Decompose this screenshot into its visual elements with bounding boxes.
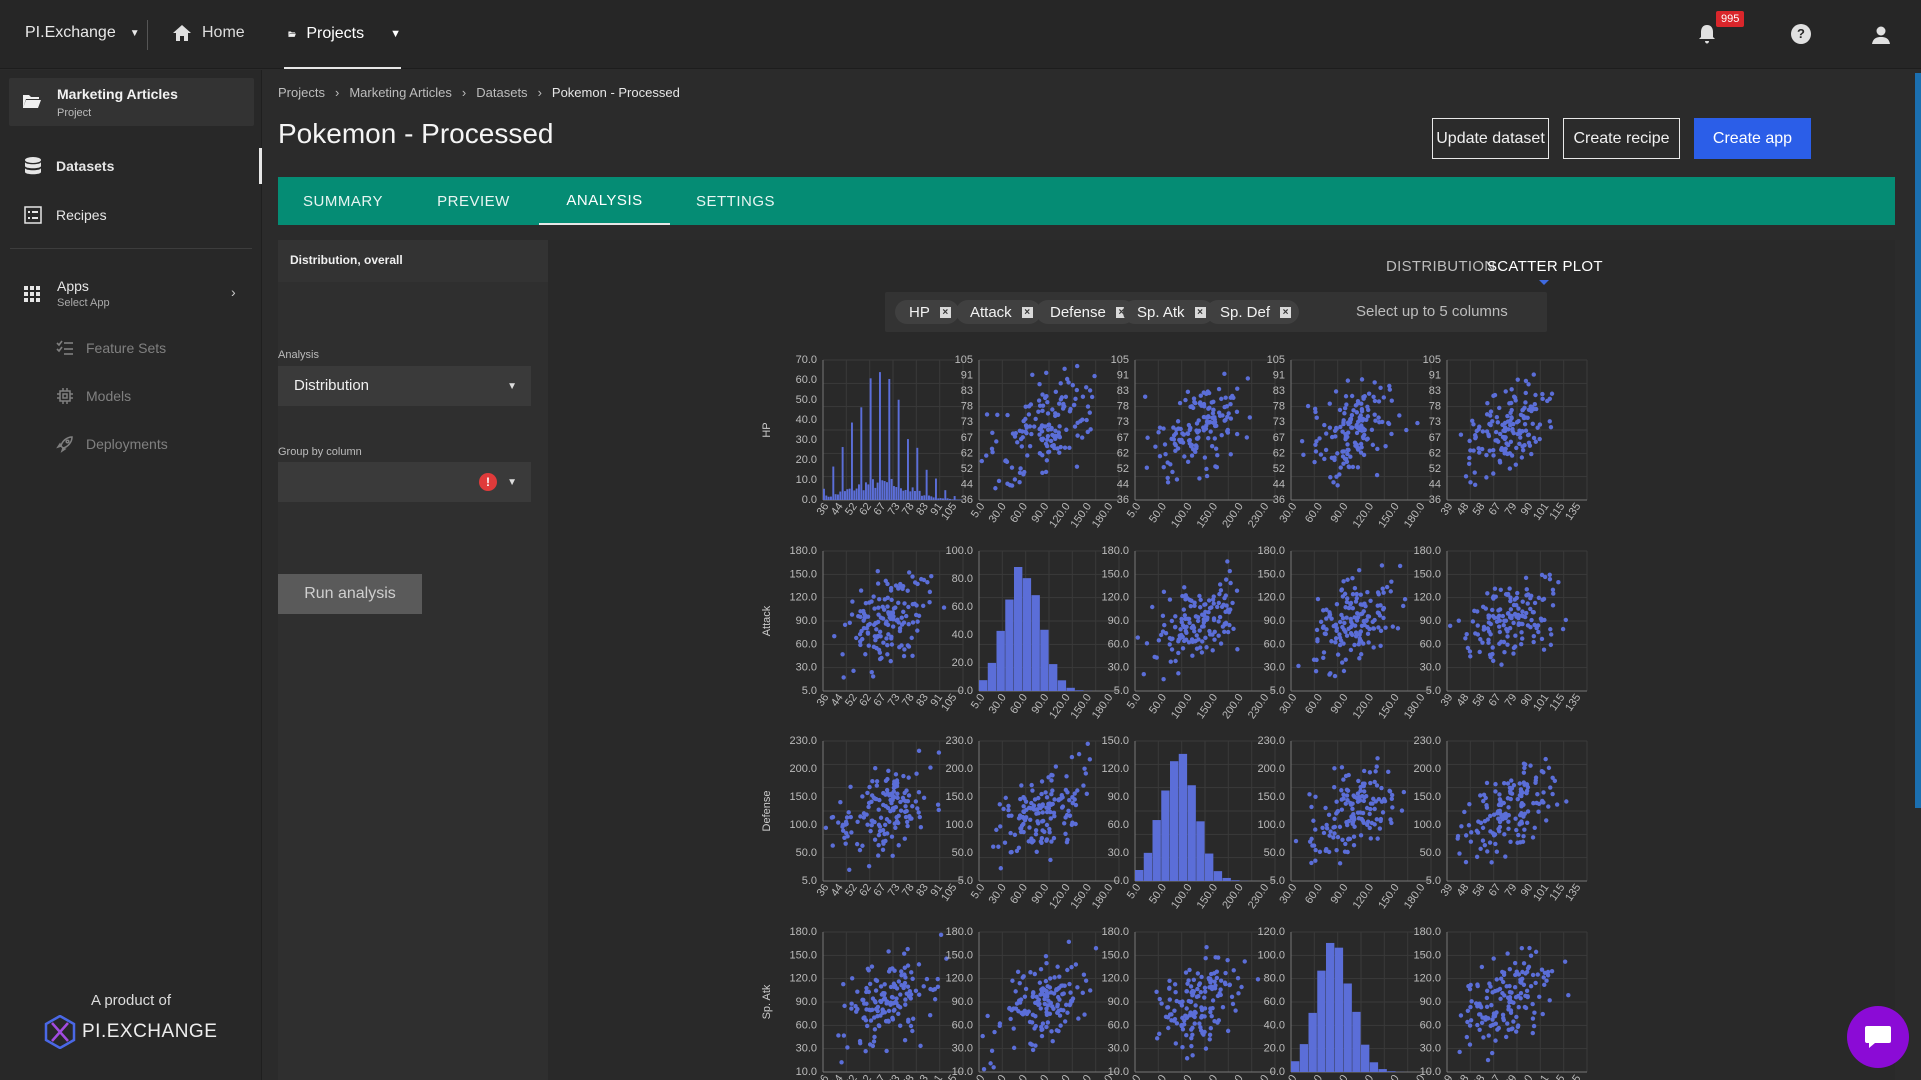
dataset-tabs: SUMMARY PREVIEW ANALYSIS SETTINGS [278,177,1895,225]
current-project-card[interactable]: Marketing Articles Project [9,78,254,126]
nav-projects-label: Projects [306,24,365,42]
tab-settings[interactable]: SETTINGS [695,192,775,210]
breadcrumb-current: Pokemon - Processed [551,85,680,100]
scatter-plot-toggle[interactable]: SCATTER PLOT [1487,258,1603,275]
close-icon[interactable]: × [1021,306,1033,318]
project-type: Project [57,107,92,119]
chip-label: Sp. Atk [1137,303,1185,321]
folder-open-icon [23,95,41,108]
chevron-right-icon: › [537,85,542,100]
home-icon [173,25,191,41]
breadcrumb-projects[interactable]: Projects [278,85,325,100]
chevron-down-icon: ▼ [390,27,401,40]
tab-summary[interactable]: SUMMARY [303,192,383,210]
nav-home[interactable]: Home [172,24,245,42]
caret-down-icon: ▼ [507,381,517,392]
close-icon[interactable]: × [1115,306,1127,318]
notification-badge: 995 [1716,11,1745,27]
analysis-select-value: Distribution [294,377,370,394]
chat-icon [1865,1026,1891,1048]
breadcrumb: Projects › Marketing Articles › Datasets… [278,85,680,100]
column-chip-attack[interactable]: Attack × [956,300,1041,324]
run-analysis-button[interactable]: Run analysis [278,574,422,614]
active-view-indicator [1539,280,1549,285]
sidebar-item-feature-sets: Feature Sets [56,336,166,360]
main-content: Projects › Marketing Articles › Datasets… [263,70,1921,1080]
analysis-select[interactable]: Distribution ▼ [278,366,531,406]
rocket-icon [56,436,73,453]
column-chip-hp[interactable]: HP × [895,300,959,324]
page-title: Pokemon - Processed [278,118,554,149]
scrollbar[interactable] [1915,73,1921,808]
chip-label: Sp. Def [1220,303,1271,321]
feature-list-icon [56,340,73,355]
chip-label: Defense [1050,303,1106,321]
breadcrumb-project[interactable]: Marketing Articles [349,85,452,100]
database-icon [25,157,41,175]
bell-icon[interactable] [1696,23,1718,45]
chevron-down-icon: ▼ [129,27,140,39]
product-of-label: A product of [90,992,172,1009]
sidebar: Marketing Articles Project Datasets Reci… [0,70,262,1080]
project-name: Marketing Articles [57,86,178,102]
close-icon[interactable]: × [939,306,951,318]
sidebar-divider [10,248,252,249]
user-icon[interactable] [1870,24,1892,46]
sidebar-item-label: Datasets [56,158,115,174]
update-dataset-button[interactable]: Update dataset [1432,118,1549,159]
model-chip-icon [57,388,73,404]
nav-home-label: Home [202,24,245,41]
distribution-toggle[interactable]: DISTRIBUTION [1386,258,1496,275]
sidebar-sub-label: Models [86,388,132,404]
sidebar-item-recipes[interactable]: Recipes [0,197,262,233]
pi-logo-mark-icon [44,1015,76,1049]
create-app-button[interactable]: Create app [1694,118,1811,159]
brand-label: PI.Exchange [25,24,116,41]
folder-open-icon [288,31,296,37]
sidebar-sub-label: Feature Sets [86,340,167,356]
chevron-right-icon: › [334,85,340,100]
column-chip-defense[interactable]: Defense × [1036,300,1135,324]
chat-button[interactable] [1847,1006,1909,1068]
pi-exchange-logo: PI.EXCHANGE [44,1015,217,1049]
sidebar-item-models: Models [56,384,131,408]
chevron-right-icon: › [461,85,467,100]
column-selector-hint: Select up to 5 columns [1356,303,1508,320]
tab-analysis[interactable]: ANALYSIS [539,177,670,225]
nav-projects[interactable]: Projects ▼ [284,0,401,69]
caret-down-icon: ▼ [507,477,517,488]
workspace-switcher[interactable]: PI.Exchange ▼ [25,24,140,42]
sidebar-item-datasets[interactable]: Datasets [0,148,262,184]
logo-text: PI.EXCHANGE [82,1021,218,1042]
apps-title: Apps [57,278,89,294]
close-icon[interactable]: × [1194,306,1206,318]
help-icon[interactable]: ? [1791,24,1811,44]
create-recipe-button[interactable]: Create recipe [1563,118,1680,159]
column-chip-sp-def[interactable]: Sp. Def × [1206,300,1300,324]
analysis-panel: Distribution, overall Analysis Distribut… [278,240,1895,1080]
chip-label: Attack [970,303,1012,321]
breadcrumb-datasets[interactable]: Datasets [476,85,528,100]
nav-divider [147,20,148,50]
top-bar: PI.Exchange ▼ Home Projects ▼ 995 ? [0,0,1921,69]
analysis-label: Analysis [278,349,319,361]
apps-subtitle: Select App [57,297,110,309]
error-icon: ! [479,473,497,491]
tab-preview[interactable]: PREVIEW [437,192,510,210]
chart-area: DISTRIBUTION SCATTER PLOT HP × Attack × De… [548,240,1895,1080]
chip-label: HP [909,303,930,321]
group-by-label: Group by column [278,446,362,458]
list-icon [24,206,42,224]
sidebar-sub-label: Deployments [86,436,168,452]
group-by-select[interactable]: ! ▼ [278,462,531,502]
column-selector[interactable]: HP × Attack × Defense × Sp. Atk × Sp. Def × S… [885,292,1547,332]
analysis-header: Distribution, overall [278,240,548,282]
column-chip-sp-atk[interactable]: Sp. Atk × [1123,300,1214,324]
chevron-right-icon: › [231,284,236,300]
sidebar-item-deployments: Deployments [56,432,168,456]
analysis-options-panel: Distribution, overall Analysis Distribut… [278,240,548,1080]
grid-icon [24,286,40,302]
close-icon[interactable]: × [1280,306,1292,318]
sidebar-item-label: Recipes [56,207,107,223]
